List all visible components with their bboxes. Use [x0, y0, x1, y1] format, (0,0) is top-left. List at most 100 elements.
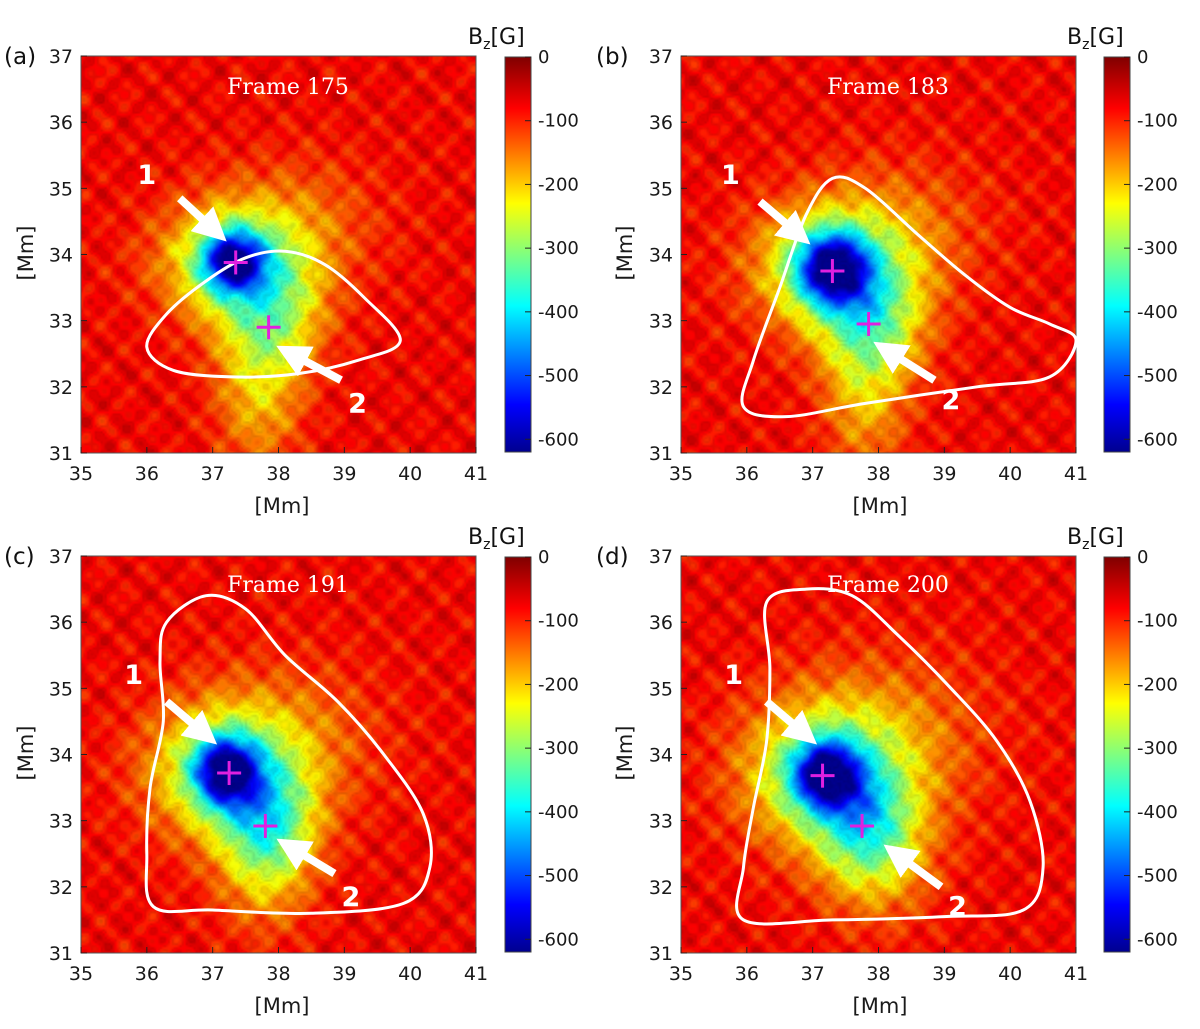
panel-a-arrows: 12: [137, 160, 366, 419]
x-tick-label: 37: [801, 463, 825, 485]
x-tick-label: 41: [464, 463, 488, 485]
colorbar-tick-label: -600: [538, 429, 579, 450]
y-tick-label: 37: [649, 546, 673, 568]
x-tick-label: 40: [998, 463, 1022, 485]
y-tick-label: 36: [49, 612, 73, 634]
panel-d-arrow-label-1: 1: [724, 660, 743, 691]
y-tick-label: 31: [649, 943, 673, 965]
colorbar-tick-label: -200: [538, 174, 579, 195]
panel-d-y-ticks: 31 32 33 34 35 36 37: [649, 546, 687, 965]
colorbar-tick-label: 0: [538, 47, 549, 68]
panel-a-markers: [223, 250, 281, 340]
panel-d-arrow-2: [883, 844, 944, 891]
panel-a-colorbar-bar: [504, 56, 532, 453]
y-tick-label: 34: [649, 745, 673, 767]
panel-a-y-ticks: 31 32 33 34 35 36 37: [49, 46, 87, 465]
panel-c-arrow-1: [163, 698, 218, 745]
y-tick-label: 32: [649, 877, 673, 899]
x-tick-label: 35: [669, 463, 693, 485]
colorbar-tick-label: -600: [1137, 429, 1178, 450]
panel-b-arrows: 12: [721, 160, 960, 416]
x-tick-label: 37: [801, 963, 825, 985]
panel-d-contour: [735, 587, 1045, 926]
colorbar-tick-label: -300: [1137, 238, 1178, 259]
y-tick-label: 35: [49, 678, 73, 700]
x-tick-label: 36: [135, 463, 159, 485]
y-tick-label: 37: [49, 46, 73, 68]
panel-c-arrow-label-1: 1: [124, 660, 143, 691]
panel-a-arrow-label-1: 1: [137, 160, 156, 191]
panel-c-markers: [217, 761, 278, 838]
panel-d-x-ticks: 35 36 37 38 39 40 41: [669, 947, 1088, 985]
x-tick-label: 38: [866, 963, 890, 985]
panel-c-arrow-2: [276, 838, 337, 878]
panel-a-arrow-1: [177, 195, 227, 242]
panel-a-arrow-label-2: 2: [348, 388, 367, 419]
panel-d-heatmap: 12 Frame 200: [680, 555, 1077, 954]
panel-d-frame-label: Frame 200: [827, 573, 949, 598]
panel-b-colorbar-bar: [1103, 56, 1131, 453]
panel-b-xlabel: [Mm]: [853, 494, 908, 518]
y-tick-label: 35: [49, 178, 73, 200]
y-tick-label: 33: [49, 311, 73, 333]
colorbar-tick-label: -400: [538, 802, 579, 823]
x-tick-label: 39: [932, 963, 956, 985]
panel-a-x-ticks: 35 36 37 38 39 40 41: [69, 447, 488, 485]
panel-a-arrow-2: [276, 345, 343, 384]
colorbar-tick-label: -400: [1137, 302, 1178, 323]
colorbar-tick-label: 0: [1137, 47, 1148, 68]
panel-b-x-ticks: 35 36 37 38 39 40 41: [669, 447, 1088, 485]
panel-d-colorbar-ticks: 0 -100 -200 -300 -400 -500 -600: [1124, 547, 1178, 950]
panel-d-marker-2: [850, 813, 875, 838]
panel-d-colorbar-title: Bz[G]: [1067, 525, 1124, 553]
panel-d-colorbar-bar: [1103, 556, 1131, 953]
colorbar-tick-label: -100: [1137, 611, 1178, 632]
colorbar-tick-label: -100: [538, 611, 579, 632]
panel-d-label: (d): [596, 544, 629, 570]
y-tick-label: 37: [49, 546, 73, 568]
y-tick-label: 34: [649, 245, 673, 267]
colorbar-tick-label: -400: [538, 302, 579, 323]
y-tick-label: 35: [649, 178, 673, 200]
y-tick-label: 35: [649, 678, 673, 700]
panel-d-heatmap-image: [681, 556, 1076, 953]
colorbar-tick-label: -300: [538, 238, 579, 259]
panel-a-colorbar-ticks: 0 -100 -200 -300 -400 -500 -600: [525, 47, 579, 450]
panel-b-colorbar-title: Bz[G]: [1067, 25, 1124, 53]
panel-b-ylabel: [Mm]: [613, 226, 637, 281]
y-tick-label: 31: [49, 443, 73, 465]
panel-b-colorbar: Bz[G] 0 -100 -200 -300 -400 -500 -600: [1067, 25, 1178, 453]
colorbar-tick-label: 0: [538, 547, 549, 568]
panel-a-heatmap: 12 Frame 175: [80, 55, 477, 454]
panel-a-contour: [145, 249, 402, 379]
y-tick-label: 31: [649, 443, 673, 465]
x-tick-label: 37: [201, 463, 225, 485]
colorbar-tick-label: -100: [538, 111, 579, 132]
y-tick-label: 31: [49, 943, 73, 965]
panel-d-markers: [810, 763, 875, 838]
colorbar-tick-label: -600: [538, 929, 579, 950]
panel-d-marker-1: [810, 763, 835, 788]
y-tick-label: 37: [649, 46, 673, 68]
colorbar-tick-label: -500: [1137, 866, 1178, 887]
colorbar-tick-label: 0: [1137, 547, 1148, 568]
panel-a-marker-2: [256, 315, 281, 340]
panel-d-arrow-label-2: 2: [948, 892, 967, 923]
x-tick-label: 41: [1064, 963, 1088, 985]
x-tick-label: 38: [866, 463, 890, 485]
x-tick-label: 40: [398, 463, 422, 485]
colorbar-tick-label: -400: [1137, 802, 1178, 823]
x-tick-label: 41: [1064, 463, 1088, 485]
panel-b-markers: [820, 259, 881, 336]
x-tick-label: 38: [266, 963, 290, 985]
panel-c-frame-label: Frame 191: [227, 573, 349, 598]
panel-d-arrows: 12: [724, 660, 967, 923]
panel-c-xlabel: [Mm]: [255, 994, 310, 1018]
colorbar-tick-label: -200: [1137, 674, 1178, 695]
panel-a-label: (a): [4, 44, 36, 70]
panel-d-colorbar: Bz[G] 0 -100 -200 -300 -400 -500 -600: [1067, 525, 1178, 953]
y-tick-label: 32: [649, 377, 673, 399]
